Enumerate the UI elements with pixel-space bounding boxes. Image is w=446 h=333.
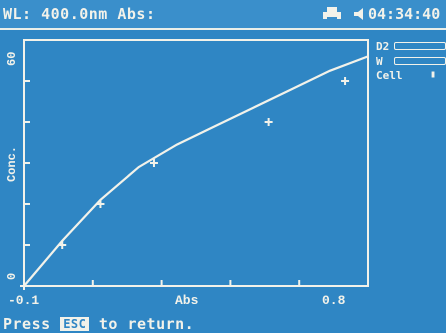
data-point xyxy=(264,118,273,126)
status-bar: WL: 400.0nm Abs: 04:34:40 xyxy=(0,0,446,30)
esc-key-badge[interactable]: ESC xyxy=(60,317,90,331)
data-point xyxy=(341,77,350,85)
x-tick-label-left: -0.1 xyxy=(8,293,39,308)
x-tick-label-right: 0.8 xyxy=(322,293,346,308)
data-point xyxy=(149,159,158,167)
wavelength-readout: WL: 400.0nm Abs: xyxy=(3,5,156,23)
speaker-icon xyxy=(354,8,363,20)
y-tick-label-bottom: 0 xyxy=(5,273,19,280)
fit-curve xyxy=(23,55,369,287)
calibration-chart: Conc. 60 0 -0.1 Abs 0.8 xyxy=(5,39,369,308)
d2-lamp-indicator xyxy=(394,42,446,50)
printer-icon xyxy=(323,7,341,21)
data-point xyxy=(58,241,67,249)
w-lamp-label: W xyxy=(376,55,383,68)
data-points xyxy=(20,77,350,290)
y-axis-label: Conc. xyxy=(5,146,19,182)
data-point xyxy=(96,200,105,208)
data-point xyxy=(20,282,28,290)
footer-bar: Press ESC to return. xyxy=(0,314,446,333)
axis-ticks xyxy=(24,80,301,286)
lamp-status-panel: D2 W Cell ▮ xyxy=(376,40,446,120)
footer-suffix: to return. xyxy=(98,315,195,333)
y-tick-label-top: 60 xyxy=(5,52,19,66)
d2-lamp-label: D2 xyxy=(376,40,390,53)
footer-message: Press ESC to return. xyxy=(3,315,194,333)
footer-prefix: Press xyxy=(3,315,51,333)
clock-readout: 04:34:40 xyxy=(368,5,441,23)
w-lamp-indicator xyxy=(394,57,446,65)
x-axis-label: Abs xyxy=(175,293,199,308)
cell-holder-icon: ▮ xyxy=(430,69,437,80)
cell-label: Cell xyxy=(376,69,403,82)
